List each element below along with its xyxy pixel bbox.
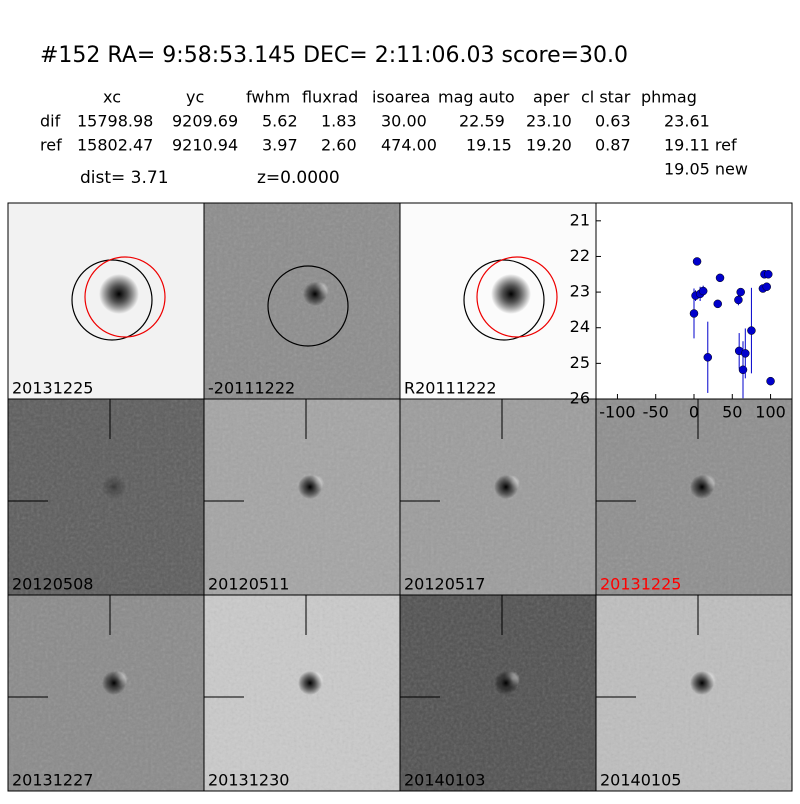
image-noise [596,595,792,791]
source [298,671,322,695]
column-header: isoarea [372,88,430,107]
panel-label: 20120517 [404,575,485,594]
point [747,326,756,335]
table-cell: 15798.98 [77,112,153,131]
table-cell: 19.11 ref [664,136,737,155]
table-cell: 19.20 [526,136,572,155]
y-tick-label: 23 [570,282,590,301]
table-cell: 5.62 [262,112,298,131]
source [102,671,126,695]
source [494,671,518,695]
panel-label: R20111222 [404,379,497,398]
y-tick-label: 25 [570,353,590,372]
source [303,282,327,306]
y-tick-label: 24 [570,317,590,336]
panel-label: 20131230 [208,771,289,790]
table-cell: 23.10 [526,112,572,131]
aperture [267,265,349,347]
point [762,282,771,291]
x-tick-label: 0 [689,403,699,422]
source [102,475,126,499]
x-tick-label: 100 [755,403,786,422]
panel-label: 20140105 [600,771,681,790]
point [766,376,775,386]
image-noise [400,399,596,595]
source [690,475,714,499]
table-cell: 22.59 [459,112,505,131]
column-header: phmag [641,88,697,107]
table-cell: 0.63 [595,112,631,131]
y-tick-label: 22 [570,246,590,265]
table-cell: 2.60 [321,136,357,155]
image-noise [596,399,792,595]
panel-label: 20120511 [208,575,289,594]
source [494,475,518,499]
point [689,309,699,318]
image-noise [204,203,400,399]
y-tick-label: 21 [570,210,590,229]
image-noise [8,595,204,791]
point [715,273,725,283]
column-header: xc [103,88,121,107]
point [703,353,713,362]
x-tick-label: 50 [722,403,742,422]
table-cell: 9210.94 [172,136,238,155]
ref-aperture [84,256,166,338]
table-cell: 23.61 [664,112,710,131]
ref-aperture [476,256,558,338]
panel-label: -20111222 [208,379,295,398]
column-header: aper [533,88,570,107]
image-noise [8,399,204,595]
point [692,257,702,266]
title: #152 RA= 9:58:53.145 DEC= 2:11:06.03 sco… [40,43,628,68]
column-header: fwhm [246,88,290,107]
table-cell: 15802.47 [77,136,153,155]
aperture [463,259,545,341]
table-cell: 1.83 [321,112,357,131]
image-noise [204,399,400,595]
redshift: z=0.0000 [257,168,340,188]
source [99,274,139,314]
table-cell: 3.97 [262,136,298,155]
table-cell: 474.00 [381,136,437,155]
table-cell: 19.15 [466,136,512,155]
panel-frame [595,594,793,792]
panel-label: 20131225 [600,575,681,594]
point [738,365,748,375]
image-noise [204,595,400,791]
panel-label: 20140103 [404,771,485,790]
table-cell: 9209.69 [172,112,238,131]
column-header: yc [186,88,204,107]
table-cell: 30.00 [381,112,427,131]
column-header: fluxrad [302,88,358,107]
dist: dist= 3.71 [80,168,169,188]
point [764,270,773,279]
x-tick-label: -50 [643,403,669,422]
point [734,295,743,305]
x-tick-label: -100 [599,403,635,422]
table-cell: ref [40,136,62,155]
panel-label: 20131227 [12,771,93,790]
panel-label: 20131225 [12,379,93,398]
y-tick-label: 26 [570,389,590,408]
table-cell: 0.87 [595,136,631,155]
column-header: cl star [581,88,631,107]
point [713,299,722,309]
table-cell: dif [40,112,61,131]
image-noise [400,595,596,791]
column-header: mag auto [438,88,515,107]
source [491,274,531,314]
point [736,287,745,297]
phmag-new: 19.05 new [664,160,748,179]
aperture [71,259,153,341]
source [690,671,714,695]
panel-label: 20120508 [12,575,93,594]
source [298,475,322,499]
point [741,349,750,358]
point [698,286,708,296]
